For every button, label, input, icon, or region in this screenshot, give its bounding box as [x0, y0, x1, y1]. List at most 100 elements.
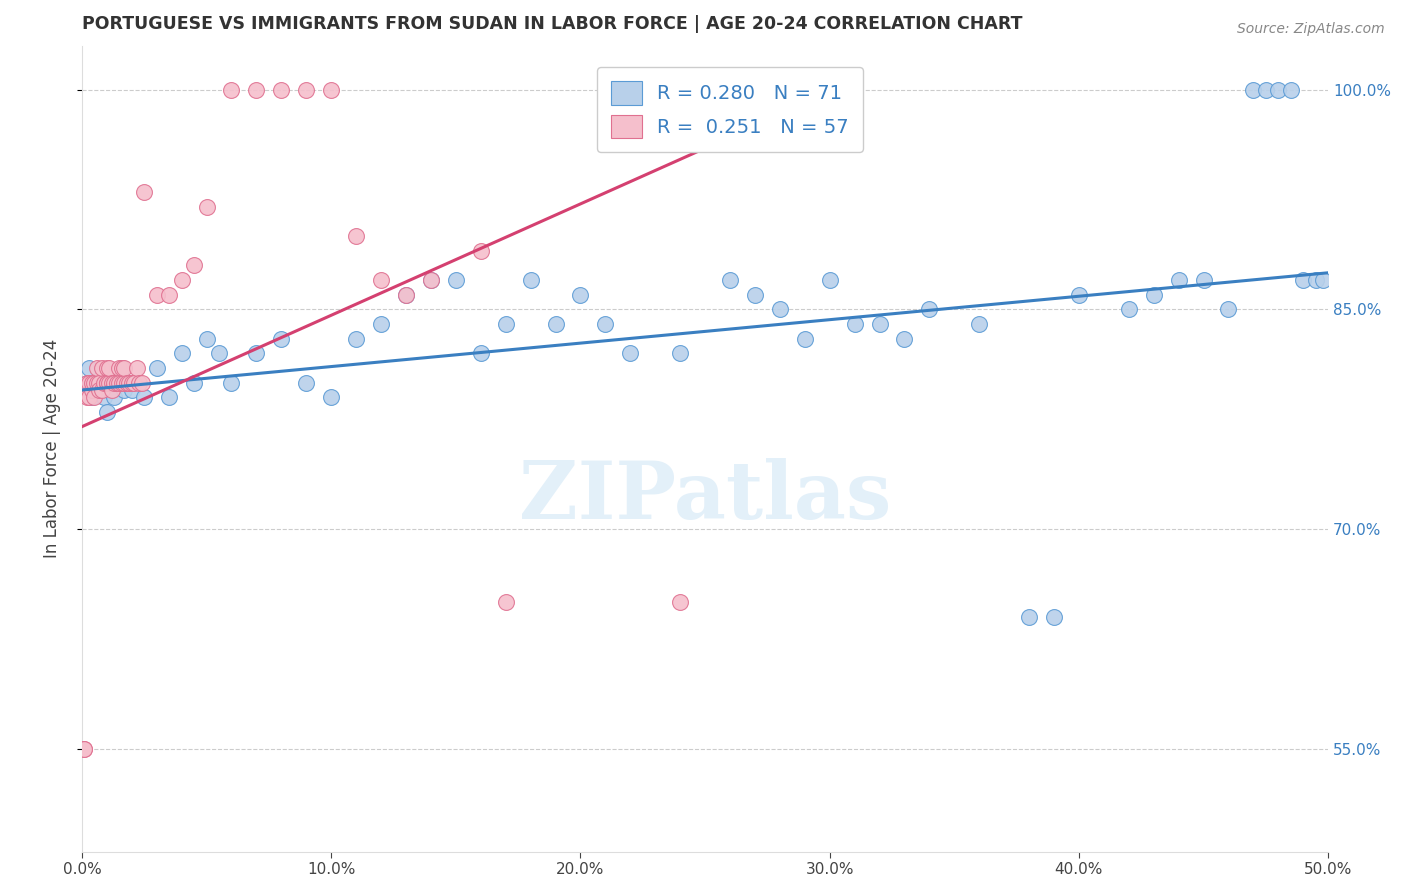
- Point: [108, 361, 131, 376]
- Point: [1254, 82, 1277, 96]
- Point: [619, 346, 641, 360]
- Point: [112, 361, 135, 376]
- Point: [93, 376, 115, 390]
- Point: [157, 390, 180, 404]
- Point: [419, 273, 441, 287]
- Point: [1167, 273, 1189, 287]
- Point: [1305, 273, 1327, 287]
- Point: [344, 229, 367, 244]
- Point: [90, 361, 112, 376]
- Point: [96, 376, 118, 390]
- Point: [96, 376, 118, 390]
- Point: [1067, 287, 1090, 301]
- Point: [967, 317, 990, 331]
- Point: [108, 376, 131, 390]
- Point: [1279, 82, 1302, 96]
- Point: [121, 376, 143, 390]
- Point: [470, 244, 492, 258]
- Point: [131, 376, 153, 390]
- Point: [111, 361, 134, 376]
- Point: [208, 346, 231, 360]
- Point: [103, 390, 125, 404]
- Point: [669, 346, 692, 360]
- Point: [79, 376, 101, 390]
- Point: [101, 383, 124, 397]
- Point: [1267, 82, 1289, 96]
- Point: [769, 302, 792, 317]
- Point: [86, 376, 108, 390]
- Point: [195, 332, 218, 346]
- Point: [115, 376, 138, 390]
- Point: [183, 259, 205, 273]
- Point: [1192, 273, 1215, 287]
- Point: [76, 376, 98, 390]
- Point: [118, 376, 141, 390]
- Point: [718, 273, 741, 287]
- Point: [101, 376, 124, 390]
- Point: [170, 346, 193, 360]
- Point: [544, 317, 567, 331]
- Point: [96, 405, 118, 419]
- Point: [818, 273, 841, 287]
- Point: [295, 376, 318, 390]
- Point: [145, 287, 167, 301]
- Point: [73, 742, 96, 756]
- Point: [79, 361, 101, 376]
- Point: [115, 376, 138, 390]
- Point: [111, 361, 134, 376]
- Point: [183, 376, 205, 390]
- Point: [124, 376, 146, 390]
- Point: [73, 742, 96, 756]
- Point: [893, 332, 915, 346]
- Point: [1292, 273, 1315, 287]
- Point: [221, 82, 243, 96]
- Point: [1018, 610, 1040, 624]
- Point: [83, 390, 105, 404]
- Point: [1043, 610, 1066, 624]
- Point: [918, 302, 941, 317]
- Point: [395, 287, 418, 301]
- Point: [112, 383, 135, 397]
- Text: Source: ZipAtlas.com: Source: ZipAtlas.com: [1237, 22, 1385, 37]
- Point: [844, 317, 866, 331]
- Point: [86, 361, 108, 376]
- Point: [89, 376, 111, 390]
- Point: [83, 376, 105, 390]
- Point: [76, 390, 98, 404]
- Point: [76, 376, 98, 390]
- Point: [1218, 302, 1240, 317]
- Point: [344, 332, 367, 346]
- Point: [145, 361, 167, 376]
- Point: [80, 376, 103, 390]
- Point: [519, 273, 541, 287]
- Point: [83, 383, 105, 397]
- Point: [444, 273, 467, 287]
- Point: [89, 383, 111, 397]
- Point: [195, 200, 218, 214]
- Point: [321, 82, 343, 96]
- Point: [89, 376, 111, 390]
- Point: [669, 595, 692, 609]
- Point: [295, 82, 318, 96]
- Point: [134, 390, 156, 404]
- Point: [1241, 82, 1264, 96]
- Point: [86, 376, 108, 390]
- Point: [90, 376, 112, 390]
- Legend: R = 0.280   N = 71, R =  0.251   N = 57: R = 0.280 N = 71, R = 0.251 N = 57: [598, 68, 863, 152]
- Point: [744, 287, 766, 301]
- Point: [105, 376, 128, 390]
- Point: [395, 287, 418, 301]
- Y-axis label: In Labor Force | Age 20-24: In Labor Force | Age 20-24: [44, 339, 60, 558]
- Point: [1143, 287, 1166, 301]
- Point: [270, 82, 292, 96]
- Point: [101, 376, 124, 390]
- Point: [79, 390, 101, 404]
- Point: [370, 317, 392, 331]
- Point: [1312, 273, 1334, 287]
- Point: [370, 273, 392, 287]
- Point: [105, 376, 128, 390]
- Point: [112, 376, 135, 390]
- Text: PORTUGUESE VS IMMIGRANTS FROM SUDAN IN LABOR FORCE | AGE 20-24 CORRELATION CHART: PORTUGUESE VS IMMIGRANTS FROM SUDAN IN L…: [82, 15, 1022, 33]
- Point: [157, 287, 180, 301]
- Text: ZIPatlas: ZIPatlas: [519, 458, 891, 536]
